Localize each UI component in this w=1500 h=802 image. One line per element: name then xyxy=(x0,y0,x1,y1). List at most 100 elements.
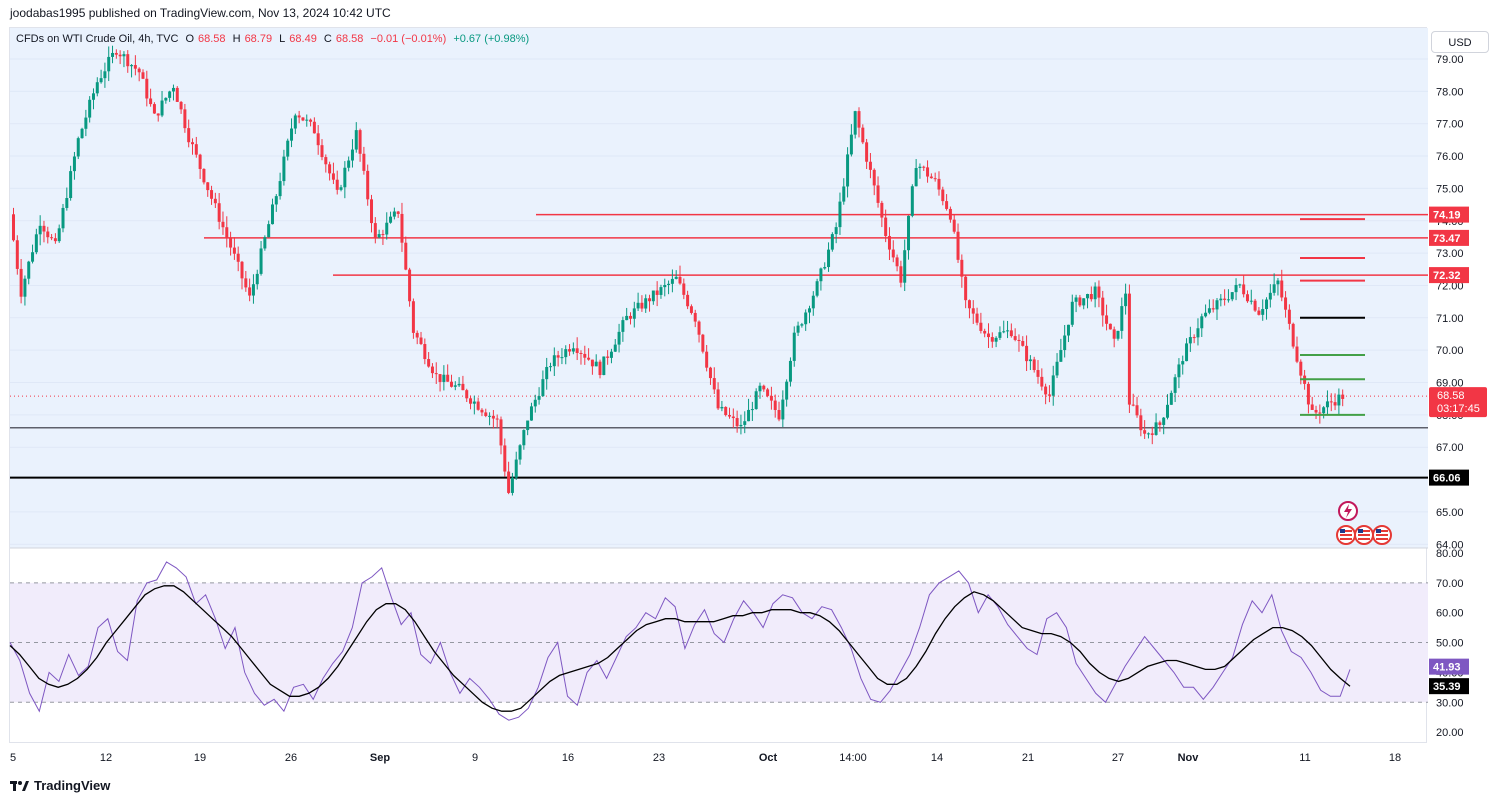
candle-body xyxy=(324,157,328,165)
rsi-tick-label: 80.00 xyxy=(1436,548,1464,560)
rsi-line xyxy=(9,561,1351,721)
rsi-tick-label: 20.00 xyxy=(1436,727,1464,739)
candle-body xyxy=(564,349,568,358)
candle-body xyxy=(910,186,914,216)
candle-body xyxy=(1249,300,1253,302)
candle-body xyxy=(1051,375,1055,396)
candle-body xyxy=(217,203,221,222)
candle-body xyxy=(579,352,583,354)
candle-body xyxy=(472,401,476,404)
candle-body xyxy=(986,333,990,338)
candle-body xyxy=(628,315,632,319)
price-tick-label: 78.00 xyxy=(1436,86,1464,98)
candle-body xyxy=(423,344,427,360)
candle-body xyxy=(400,213,404,243)
candle-body xyxy=(1188,337,1192,344)
candle-body xyxy=(248,287,252,296)
candle-body xyxy=(1196,328,1200,338)
candle-body xyxy=(529,406,533,421)
candle-body xyxy=(655,290,659,295)
candle-body xyxy=(107,56,111,72)
candle-body xyxy=(408,269,412,302)
rsi-value-label: 41.93 xyxy=(1433,662,1461,674)
candle-body xyxy=(488,415,492,417)
candle-body xyxy=(442,374,446,382)
candle-body xyxy=(510,477,514,493)
candle-body xyxy=(427,359,431,367)
candle-body xyxy=(762,385,766,390)
candle-body xyxy=(644,298,648,309)
flag-canton xyxy=(1340,529,1345,533)
candle-body xyxy=(419,337,423,345)
candle-body xyxy=(1291,323,1295,347)
candle-body xyxy=(84,117,88,129)
candle-body xyxy=(1025,345,1029,362)
candle-body xyxy=(76,138,80,157)
candle-body xyxy=(1253,300,1257,311)
candle-body xyxy=(1261,309,1265,315)
candle-body xyxy=(880,202,884,218)
flag-stripe xyxy=(1358,534,1370,536)
candle-body xyxy=(983,330,987,334)
candle-body xyxy=(130,65,134,67)
candle-body xyxy=(758,385,762,392)
candle-body xyxy=(312,121,316,134)
candle-body xyxy=(198,154,202,169)
candle-body xyxy=(213,198,217,204)
candle-body xyxy=(865,142,869,162)
candle-body xyxy=(682,283,686,295)
candle-body xyxy=(46,231,50,238)
candle-body xyxy=(659,287,663,295)
price-tick-label: 79.00 xyxy=(1436,54,1464,66)
price-tick-label: 67.00 xyxy=(1436,442,1464,454)
candle-body xyxy=(42,225,46,232)
candle-body xyxy=(1116,330,1120,339)
candle-body xyxy=(693,312,697,322)
candle-body xyxy=(1257,310,1261,315)
price-tick-label: 75.00 xyxy=(1436,183,1464,195)
candle-body xyxy=(769,395,773,401)
currency-button[interactable]: USD xyxy=(1431,31,1489,53)
candle-body xyxy=(594,361,598,367)
candle-body xyxy=(903,250,907,283)
candle-body xyxy=(1333,402,1337,406)
candle-body xyxy=(1021,341,1025,346)
time-tick-label: 12 xyxy=(100,752,112,764)
symbol-label: CFDs on WTI Crude Oil, 4h, TVC xyxy=(16,33,179,45)
candle-body xyxy=(354,130,358,150)
flag-stripe xyxy=(1376,534,1388,536)
time-tick-label: 11 xyxy=(1299,752,1310,764)
flag-stripe xyxy=(1358,530,1370,532)
rsi-tick-label: 50.00 xyxy=(1436,638,1464,650)
candle-body xyxy=(457,383,461,386)
candle-body xyxy=(263,237,267,249)
candle-body xyxy=(667,283,671,285)
candle-body xyxy=(1242,284,1246,295)
price-line-label: 74.19 xyxy=(1433,210,1461,222)
candle-body xyxy=(697,321,701,335)
price-line-label-bg xyxy=(1429,206,1469,223)
candle-body xyxy=(743,421,747,425)
candle-body xyxy=(689,306,693,313)
candle-body xyxy=(811,295,815,309)
tradingview-footer[interactable]: TradingView xyxy=(10,778,110,793)
candle-body xyxy=(171,87,175,92)
candle-body xyxy=(926,167,930,177)
candle-body xyxy=(1341,394,1345,399)
candle-body xyxy=(712,378,716,390)
candle-body xyxy=(396,211,400,214)
candle-body xyxy=(514,459,518,478)
candle-body xyxy=(1135,405,1139,416)
candle-body xyxy=(430,366,434,374)
candle-body xyxy=(914,168,918,187)
candle-body xyxy=(823,267,827,269)
candle-body xyxy=(210,190,214,199)
candle-body xyxy=(1337,394,1341,406)
candle-body xyxy=(175,87,179,102)
candle-body xyxy=(179,101,183,110)
price-candles xyxy=(12,45,1345,496)
candle-body xyxy=(708,367,712,379)
candle-body xyxy=(1211,308,1215,310)
candle-body xyxy=(1169,392,1173,405)
